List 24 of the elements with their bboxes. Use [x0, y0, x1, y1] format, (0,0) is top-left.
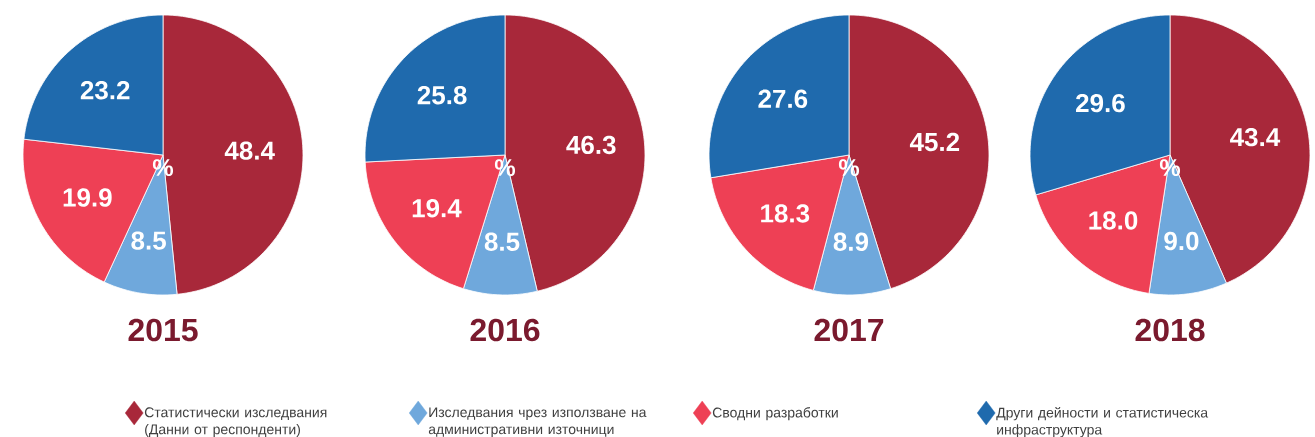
- data-label: 29.6: [1076, 93, 1125, 113]
- legend-label: Изследвания чрез използване на административни източници: [428, 407, 647, 437]
- text: 2015: [128, 318, 198, 342]
- data-label: 25.8: [417, 85, 467, 105]
- data-label: 43.4: [1230, 127, 1281, 147]
- data-label: 8.5: [484, 232, 520, 251]
- legend-label: Статистически изследвания (Данни от респонденти): [144, 407, 327, 437]
- data-label: 48.4: [224, 141, 275, 160]
- legend-label: Други дейности и статистическа инфраструктура: [996, 407, 1209, 437]
- text: 2016: [470, 318, 540, 342]
- text: 2017: [814, 318, 884, 342]
- data-label: 23.2: [80, 81, 130, 100]
- data-label: 8.9: [833, 232, 869, 251]
- data-label: 19.4: [412, 198, 462, 218]
- data-label: 19.9: [63, 188, 112, 207]
- data-label: 18.0: [1089, 211, 1138, 230]
- legend-label: Сводни разработки: [712, 407, 838, 421]
- text: 2018: [1135, 318, 1205, 342]
- data-label: 45.2: [909, 132, 960, 152]
- data-label: 9.0: [1164, 231, 1199, 251]
- data-label: 8.5: [131, 231, 166, 250]
- data-label: 46.3: [566, 135, 616, 155]
- data-label: 27.6: [758, 89, 808, 109]
- data-label: 18.3: [761, 204, 810, 223]
